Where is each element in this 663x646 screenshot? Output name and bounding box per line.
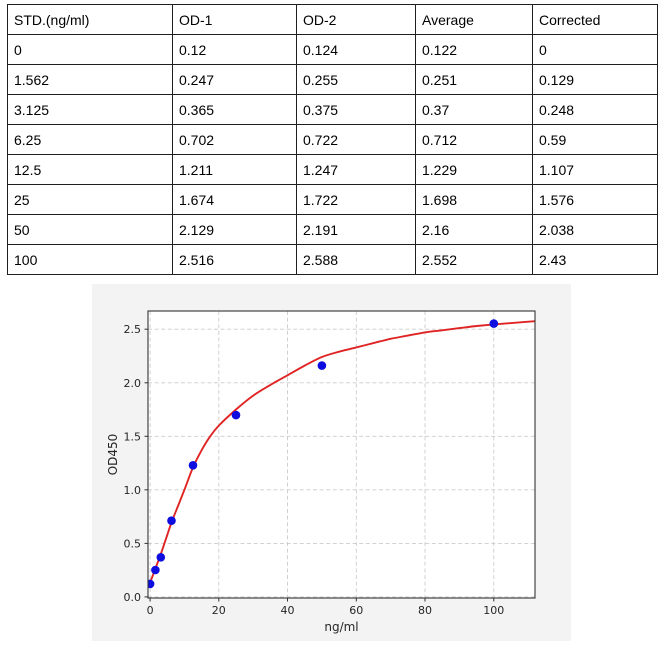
table-cell: 1.211 [172, 154, 297, 185]
table-cell: 25 [7, 184, 173, 215]
table-cell: 50 [7, 214, 173, 245]
table-cell: 1.674 [172, 184, 297, 215]
y-tick-label: 0.0 [124, 591, 142, 604]
table-cell: 2.16 [415, 214, 533, 245]
table-cell: 2.038 [532, 214, 658, 245]
table-cell: 2.129 [172, 214, 297, 245]
column-header: OD-1 [172, 4, 297, 35]
table-cell: 0.124 [296, 34, 416, 65]
table-row: 1.562 0.247 0.255 0.251 0.129 [7, 64, 658, 95]
x-tick-label: 20 [212, 604, 226, 617]
table-cell: 6.25 [7, 124, 173, 155]
table-row: 0 0.12 0.124 0.122 0 [7, 34, 658, 65]
table-cell: 0.12 [172, 34, 297, 65]
y-tick-label: 1.5 [124, 430, 142, 443]
y-tick-label: 2.0 [124, 377, 142, 390]
table-cell: 2.588 [296, 244, 416, 275]
x-tick-label: 0 [147, 604, 154, 617]
y-tick-label: 2.5 [124, 323, 142, 336]
y-tick-label: 1.0 [124, 484, 142, 497]
column-header: Corrected [532, 4, 658, 35]
table-cell: 0.248 [532, 94, 658, 125]
table-cell: 0.247 [172, 64, 297, 95]
table-cell: 1.722 [296, 184, 416, 215]
plot-border [147, 310, 536, 599]
table-cell: 0.722 [296, 124, 416, 155]
axis-ticks [144, 328, 495, 602]
x-tick-label: 60 [349, 604, 363, 617]
table-row: 25 1.674 1.722 1.698 1.576 [7, 184, 658, 215]
x-axis-label: ng/ml [324, 620, 358, 634]
table-cell: 0.712 [415, 124, 533, 155]
column-header: Average [415, 4, 533, 35]
table-cell: 1.562 [7, 64, 173, 95]
data-point [489, 319, 499, 328]
table-cell: 0 [532, 34, 658, 65]
table-cell: 0.702 [172, 124, 297, 155]
table-cell: 100 [7, 244, 173, 275]
column-header: STD.(ng/ml) [7, 4, 173, 35]
table-cell: 0.129 [532, 64, 658, 95]
table-row: 3.125 0.365 0.375 0.37 0.248 [7, 94, 658, 125]
table-cell: 3.125 [7, 94, 173, 125]
table-row: 12.5 1.211 1.247 1.229 1.107 [7, 154, 658, 185]
table-cell: 1.229 [415, 154, 533, 185]
x-tick-label: 100 [483, 604, 504, 617]
table-cell: 0 [7, 34, 173, 65]
table-cell: 2.191 [296, 214, 416, 245]
table-cell: 1.247 [296, 154, 416, 185]
table-cell: 0.59 [532, 124, 658, 155]
standard-curve-figure: 0 20 40 60 80 100 0.0 0.5 1.0 1.5 2.0 2.5 ng/ml OD450 [92, 284, 571, 641]
x-tick-label: 80 [418, 604, 432, 617]
table-row: 50 2.129 2.191 2.16 2.038 [7, 214, 658, 245]
x-tick-label: 40 [281, 604, 295, 617]
data-point [317, 361, 327, 370]
table-cell: 2.552 [415, 244, 533, 275]
table-row: 6.25 0.702 0.722 0.712 0.59 [7, 124, 658, 155]
data-point [188, 461, 198, 470]
standard-curve-chart: 0 20 40 60 80 100 0.0 0.5 1.0 1.5 2.0 2.5 ng/ml OD450 [92, 284, 571, 641]
data-point [156, 553, 166, 562]
table-header-row: STD.(ng/ml) OD-1 OD-2 Average Corrected [7, 4, 658, 35]
data-point [151, 565, 160, 575]
plot-area [148, 311, 535, 598]
table-cell: 12.5 [7, 154, 173, 185]
table-cell: 1.576 [532, 184, 658, 215]
table-cell: 0.375 [296, 94, 416, 125]
table-cell: 2.43 [532, 244, 658, 275]
table-cell: 0.251 [415, 64, 533, 95]
table-row: 100 2.516 2.588 2.552 2.43 [7, 244, 658, 275]
table-cell: 0.255 [296, 64, 416, 95]
table-cell: 1.698 [415, 184, 533, 215]
data-points [148, 319, 499, 589]
standards-table: STD.(ng/ml) OD-1 OD-2 Average Corrected 0 0.1… [7, 4, 658, 275]
y-axis-label: OD450 [106, 434, 120, 476]
data-point [167, 516, 176, 525]
data-point [231, 410, 241, 420]
table-cell: 1.107 [532, 154, 658, 185]
table-cell: 0.122 [415, 34, 533, 65]
table-cell: 0.37 [415, 94, 533, 125]
grid-lines [148, 311, 535, 598]
column-header: OD-2 [296, 4, 416, 35]
data-point [148, 579, 155, 589]
table-cell: 2.516 [172, 244, 297, 275]
table-cell: 0.365 [172, 94, 297, 125]
y-tick-label: 0.5 [124, 537, 142, 550]
